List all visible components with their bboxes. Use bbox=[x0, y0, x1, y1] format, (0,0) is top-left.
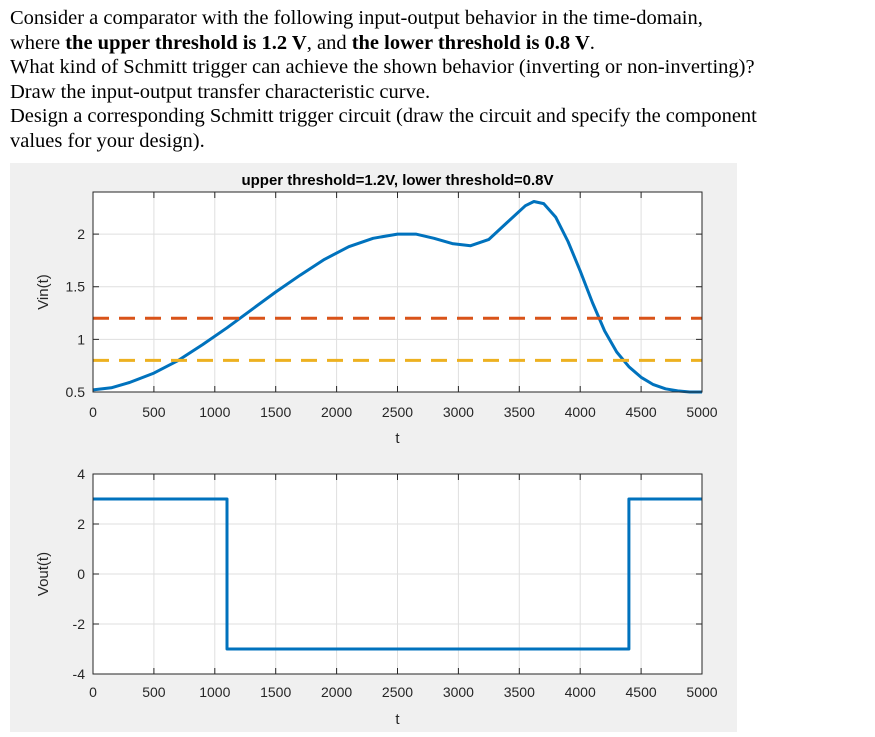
x-axis-label-0: t bbox=[395, 430, 400, 447]
x-tick-label-1-6: 3000 bbox=[443, 684, 474, 700]
x-axis-label-1: t bbox=[395, 711, 400, 728]
question-line-4: Draw the input-output transfer character… bbox=[10, 80, 431, 103]
y-tick-label-1-0: -4 bbox=[73, 666, 86, 682]
question-line-1: Consider a comparator with the following… bbox=[10, 7, 703, 29]
x-tick-label-0-9: 4500 bbox=[626, 404, 657, 420]
x-tick-label-0-5: 2500 bbox=[382, 404, 413, 420]
x-tick-label-1-10: 5000 bbox=[686, 684, 717, 700]
y-tick-label-0-1: 1 bbox=[77, 331, 85, 347]
y-axis-label-1: Vout(t) bbox=[35, 552, 52, 596]
x-tick-label-1-7: 3500 bbox=[504, 684, 535, 700]
x-tick-label-1-9: 4500 bbox=[626, 684, 657, 700]
y-tick-label-1-4: 4 bbox=[77, 466, 85, 482]
lower-threshold-text: the lower threshold is 0.8 V bbox=[351, 31, 590, 54]
x-tick-label-1-5: 2500 bbox=[382, 684, 413, 700]
y-tick-label-0-3: 2 bbox=[77, 226, 85, 242]
x-tick-label-0-7: 3500 bbox=[504, 404, 535, 420]
x-tick-label-1-0: 0 bbox=[89, 684, 97, 700]
y-tick-label-1-2: 0 bbox=[77, 566, 85, 582]
question-line-2-prefix: where bbox=[10, 31, 66, 54]
x-tick-label-1-8: 4000 bbox=[565, 684, 596, 700]
x-tick-label-1-1: 500 bbox=[142, 684, 166, 700]
x-tick-label-1-4: 2000 bbox=[321, 684, 352, 700]
series-line-1-0 bbox=[93, 497, 702, 651]
question-line-6: values for your design). bbox=[10, 129, 205, 152]
x-tick-label-0-2: 1000 bbox=[199, 404, 230, 420]
x-tick-label-0-3: 1500 bbox=[260, 404, 291, 420]
y-axis-label-0: Vin(t) bbox=[35, 274, 52, 310]
x-tick-label-0-6: 3000 bbox=[443, 404, 474, 420]
y-tick-label-0-2: 1.5 bbox=[66, 279, 86, 295]
x-tick-label-0-8: 4000 bbox=[565, 404, 596, 420]
x-tick-label-1-2: 1000 bbox=[199, 684, 230, 700]
y-tick-label-1-3: 2 bbox=[77, 516, 85, 532]
x-tick-label-1-3: 1500 bbox=[260, 684, 291, 700]
y-tick-label-1-1: -2 bbox=[73, 616, 86, 632]
chart-svg: 0 500 1000 1500 2000 2500 3000 3500 4000 4500 5000… bbox=[35, 172, 718, 728]
question-line-5: Design a corresponding Schmitt trigger c… bbox=[10, 105, 757, 127]
upper-threshold-text: the upper threshold is 1.2 V bbox=[65, 31, 307, 54]
x-tick-label-0-1: 500 bbox=[142, 404, 166, 420]
y-tick-label-0-0: 0.5 bbox=[66, 384, 86, 400]
question-line-2-mid: , and bbox=[306, 31, 352, 54]
series-line-0-0 bbox=[92, 200, 702, 394]
x-tick-label-0-10: 5000 bbox=[686, 404, 717, 420]
figure: 0 500 1000 1500 2000 2500 3000 3500 4000 4500 5000… bbox=[10, 163, 737, 732]
question-text: Consider a comparator with the following… bbox=[10, 6, 870, 153]
chart-title-0: upper threshold=1.2V, lower threshold=0.… bbox=[241, 172, 553, 189]
question-line-3: What kind of Schmitt trigger can achieve… bbox=[10, 56, 755, 78]
x-tick-label-0-4: 2000 bbox=[321, 404, 352, 420]
x-tick-label-0-0: 0 bbox=[89, 404, 97, 420]
question-line-2-suffix: . bbox=[589, 31, 595, 54]
